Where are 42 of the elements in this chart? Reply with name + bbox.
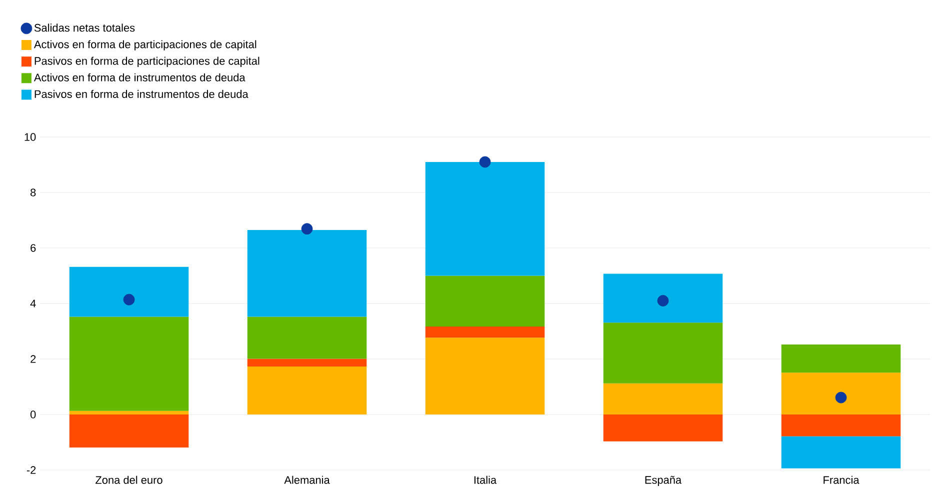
bar: [425, 276, 545, 327]
bar: [69, 266, 189, 317]
bar: [603, 274, 723, 323]
bar: [425, 338, 545, 414]
y-tick-label: 2: [30, 355, 36, 363]
bar: [781, 414, 901, 436]
point: [835, 392, 847, 404]
bar: [781, 344, 901, 373]
bar: [425, 162, 545, 276]
y-tick-label: 0: [30, 410, 36, 418]
legend-label: Salidas netas totales: [34, 24, 135, 32]
bar: [425, 326, 545, 338]
bar: [603, 414, 723, 442]
x-tick-label: Italia: [474, 476, 497, 484]
bar: [247, 358, 367, 366]
x-tick-label: Alemania: [284, 476, 330, 484]
y-tick-label: 10: [24, 133, 36, 141]
legend-label: Activos en forma de participaciones de capital: [34, 40, 256, 50]
bar: [69, 410, 189, 414]
legend-label: Pasivos en forma de participaciones de capital: [34, 56, 260, 67]
y-tick-label: -2: [26, 466, 36, 474]
bar: [69, 316, 189, 411]
bar: [247, 230, 367, 317]
bar: [247, 316, 367, 359]
point: [301, 223, 313, 235]
x-tick-label: España: [645, 476, 682, 486]
point: [479, 156, 491, 168]
bar: [781, 372, 901, 414]
bar: [69, 414, 189, 448]
bar: [603, 383, 723, 414]
y-tick-label: 4: [30, 300, 36, 308]
x-tick-label: Zona del euro: [96, 476, 162, 484]
bar: [781, 436, 901, 468]
legend-label: Activos en forma de instrumentos de deuda: [34, 73, 246, 82]
y-tick-label: 6: [30, 244, 36, 252]
bar: [603, 322, 723, 384]
bar: [247, 366, 367, 414]
point: [657, 295, 669, 306]
x-tick-label: Francia: [824, 476, 860, 484]
point: [123, 294, 135, 306]
legend-label: Pasivos en forma de instrumentos de deuda: [34, 90, 248, 98]
y-tick-label: 8: [30, 188, 36, 196]
